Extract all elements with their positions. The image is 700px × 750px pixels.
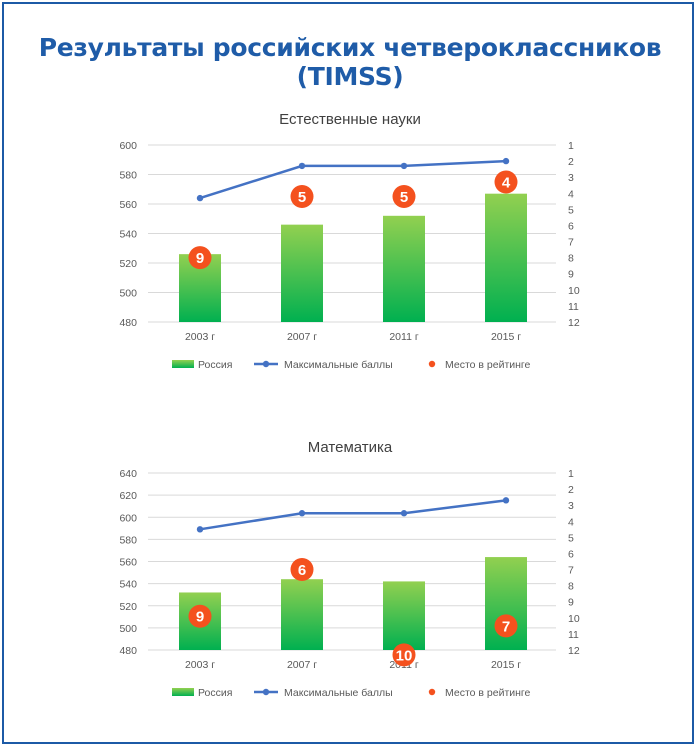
- line-max-scores: [199, 159, 507, 200]
- y2-tick-label: 5: [568, 204, 574, 216]
- y2-tick-label: 6: [568, 220, 574, 232]
- legend-swatch-russia: [172, 360, 194, 368]
- rank-marker: [392, 643, 416, 667]
- legend-label-rank: Место в рейтинге: [445, 687, 531, 699]
- rank-label: 5: [400, 189, 408, 206]
- legend-label-max: Максимальные баллы: [284, 359, 393, 371]
- y2-tick-label: 1: [568, 468, 574, 480]
- y2-tick-label: 5: [568, 532, 574, 544]
- rank-label: 7: [502, 618, 510, 635]
- rank-label: 9: [196, 250, 204, 267]
- y2-tick-label: 7: [568, 237, 574, 249]
- y-tick-label: 500: [119, 623, 137, 635]
- y2-tick-label: 3: [568, 172, 574, 184]
- bar-russia: [383, 581, 425, 650]
- y-tick-label: 600: [119, 512, 137, 524]
- y-tick-label: 580: [119, 170, 137, 182]
- x-tick-label: 2015 г: [491, 659, 521, 671]
- y2-tick-label: 7: [568, 565, 574, 577]
- page-frame: [2, 2, 694, 744]
- rank-label: 9: [196, 609, 204, 626]
- x-tick-label: 2007 г: [287, 659, 317, 671]
- rank-marker: [290, 558, 314, 582]
- y2-tick-label: 1: [568, 140, 574, 152]
- line-point: [298, 162, 306, 170]
- x-tick-label: 2011 г: [389, 331, 418, 343]
- rank-marker: [188, 246, 212, 270]
- chart-title: Естественные науки: [279, 111, 421, 128]
- y-tick-label: 600: [119, 140, 137, 152]
- line-point: [502, 497, 510, 504]
- rank-label: 10: [396, 647, 413, 664]
- bar-russia: [485, 193, 527, 322]
- line-point: [298, 510, 306, 517]
- legend-label-max: Максимальные баллы: [284, 687, 393, 699]
- line-point: [400, 510, 408, 517]
- y-tick-label: 500: [119, 288, 137, 300]
- legend-swatch-line-point: [262, 360, 270, 368]
- rank-marker: [392, 184, 416, 208]
- y-tick-label: 540: [119, 579, 137, 591]
- legend-label-russia: Россия: [198, 687, 232, 699]
- y-tick-label: 540: [119, 229, 137, 241]
- x-tick-label: 2007 г: [287, 331, 317, 343]
- y2-tick-label: 12: [568, 317, 580, 329]
- legend-swatch-rank: [428, 360, 436, 368]
- chart-title: Математика: [308, 439, 393, 456]
- line-point: [196, 194, 204, 202]
- legend-swatch-line-point: [262, 688, 270, 696]
- legend-swatch-rank: [428, 688, 436, 696]
- y-tick-label: 520: [119, 258, 137, 270]
- y-tick-label: 560: [119, 557, 137, 569]
- rank-label: 4: [502, 175, 511, 192]
- y-tick-label: 640: [119, 468, 137, 480]
- legend-label-russia: Россия: [198, 359, 232, 371]
- bar-russia: [281, 579, 323, 650]
- chart-natural-sciences: Естественные науки 600 580 560 540 520 500 480 1…: [119, 111, 580, 371]
- line-point: [400, 162, 408, 170]
- rank-label: 6: [298, 562, 306, 579]
- x-tick-label: 2003 г: [185, 659, 215, 671]
- y-tick-label: 480: [119, 645, 137, 657]
- page-title: Результаты российских четвероклассников …: [38, 33, 662, 91]
- x-tick-label: 2003 г: [185, 331, 215, 343]
- rank-marker: [188, 604, 212, 628]
- y2-tick-label: 4: [568, 188, 574, 200]
- rank-label: 5: [298, 189, 306, 206]
- chart-mathematics: Математика640620600580560540520500480123…: [119, 439, 580, 699]
- y-tick-label: 480: [119, 317, 137, 329]
- line-point: [196, 526, 204, 533]
- line-point: [502, 157, 510, 165]
- y2-tick-label: 9: [568, 597, 574, 609]
- rank-marker: [494, 614, 518, 638]
- y2-tick-label: 6: [568, 548, 574, 560]
- y2-tick-label: 8: [568, 253, 574, 265]
- y2-tick-label: 3: [568, 500, 574, 512]
- rank-marker: [494, 170, 518, 194]
- x-tick-label: 2015 г: [491, 331, 521, 343]
- y-tick-label: 620: [119, 490, 137, 502]
- y2-tick-label: 4: [568, 516, 574, 528]
- y-tick-label: 580: [119, 534, 137, 546]
- y2-tick-label: 11: [568, 629, 579, 641]
- y-tick-label: 560: [119, 199, 137, 211]
- y2-tick-label: 12: [568, 645, 580, 657]
- y2-tick-label: 2: [568, 156, 574, 168]
- bar-russia: [383, 215, 425, 322]
- y2-tick-label: 11: [568, 301, 579, 313]
- y2-tick-label: 8: [568, 581, 574, 593]
- legend-label-rank: Место в рейтинге: [445, 359, 531, 371]
- line-max-scores: [199, 499, 507, 531]
- y2-tick-label: 2: [568, 484, 574, 496]
- y2-tick-label: 9: [568, 269, 574, 281]
- y2-tick-label: 10: [568, 613, 580, 625]
- y-tick-label: 520: [119, 601, 137, 613]
- y2-tick-label: 10: [568, 285, 580, 297]
- rank-marker: [290, 184, 314, 208]
- bar-russia: [281, 224, 323, 322]
- legend-swatch-russia: [172, 688, 194, 696]
